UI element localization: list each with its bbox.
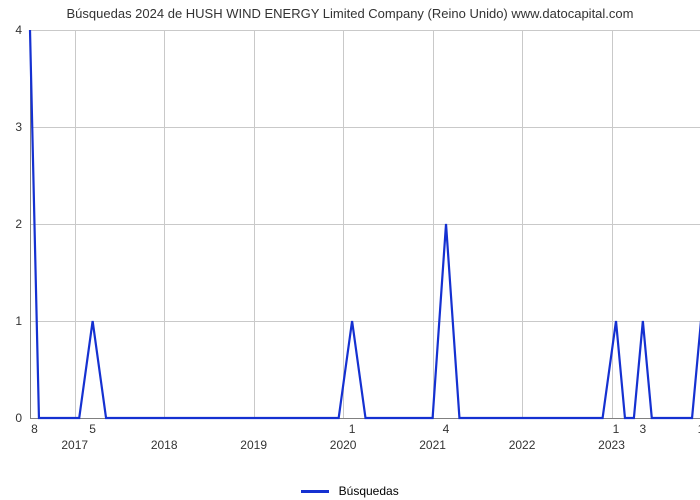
legend: Búsquedas bbox=[0, 484, 700, 498]
y-tick-label: 4 bbox=[2, 23, 22, 37]
x-tick-label: 2022 bbox=[509, 438, 536, 452]
plot-area: 0123420172018201920202021202220238514131 bbox=[30, 30, 700, 418]
legend-label: Búsquedas bbox=[339, 484, 399, 498]
data-point-label: 4 bbox=[443, 422, 450, 436]
x-tick-label: 2020 bbox=[330, 438, 357, 452]
data-point-label: 5 bbox=[89, 422, 96, 436]
chart-svg bbox=[30, 30, 700, 418]
x-tick-label: 2017 bbox=[61, 438, 88, 452]
y-tick-label: 3 bbox=[2, 120, 22, 134]
x-tick-label: 2021 bbox=[419, 438, 446, 452]
y-tick-label: 0 bbox=[2, 411, 22, 425]
x-tick-label: 2018 bbox=[151, 438, 178, 452]
data-point-label: 3 bbox=[640, 422, 647, 436]
chart-area: 0123420172018201920202021202220238514131 bbox=[0, 26, 700, 470]
legend-swatch bbox=[301, 490, 329, 493]
x-tick-label: 2019 bbox=[240, 438, 267, 452]
chart-title: Búsquedas 2024 de HUSH WIND ENERGY Limit… bbox=[0, 6, 700, 21]
data-point-label: 8 bbox=[31, 422, 38, 436]
x-tick-label: 2023 bbox=[598, 438, 625, 452]
series-line-busquedas bbox=[30, 30, 700, 418]
y-tick-label: 1 bbox=[2, 314, 22, 328]
data-point-label: 1 bbox=[613, 422, 620, 436]
y-tick-label: 2 bbox=[2, 217, 22, 231]
data-point-label: 1 bbox=[349, 422, 356, 436]
